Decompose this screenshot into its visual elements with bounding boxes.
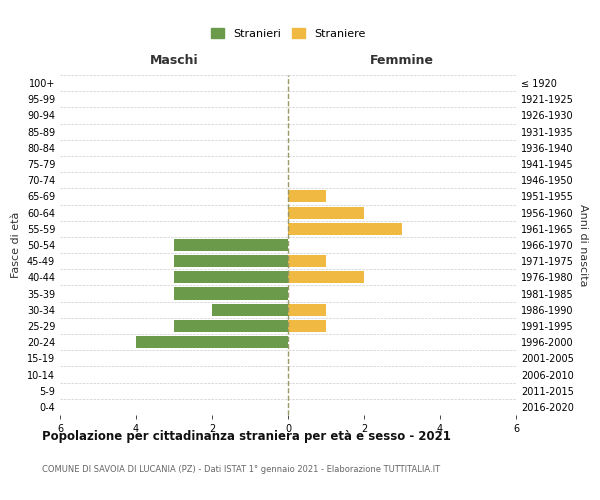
Bar [288, 222, 402, 235]
Text: Maschi: Maschi [149, 54, 199, 67]
Bar [288, 272, 364, 283]
Bar [288, 190, 326, 202]
Bar [174, 320, 288, 332]
Bar [288, 320, 326, 332]
Text: Popolazione per cittadinanza straniera per età e sesso - 2021: Popolazione per cittadinanza straniera p… [42, 430, 451, 443]
Text: Femmine: Femmine [370, 54, 434, 67]
Bar [212, 304, 288, 316]
Bar [174, 288, 288, 300]
Bar [174, 255, 288, 268]
Legend: Stranieri, Straniere: Stranieri, Straniere [208, 26, 368, 41]
Bar [288, 206, 364, 218]
Text: COMUNE DI SAVOIA DI LUCANIA (PZ) - Dati ISTAT 1° gennaio 2021 - Elaborazione TUT: COMUNE DI SAVOIA DI LUCANIA (PZ) - Dati … [42, 465, 440, 474]
Bar [288, 304, 326, 316]
Y-axis label: Anni di nascita: Anni di nascita [578, 204, 587, 286]
Bar [174, 239, 288, 251]
Bar [174, 272, 288, 283]
Bar [136, 336, 288, 348]
Y-axis label: Fasce di età: Fasce di età [11, 212, 21, 278]
Bar [288, 255, 326, 268]
